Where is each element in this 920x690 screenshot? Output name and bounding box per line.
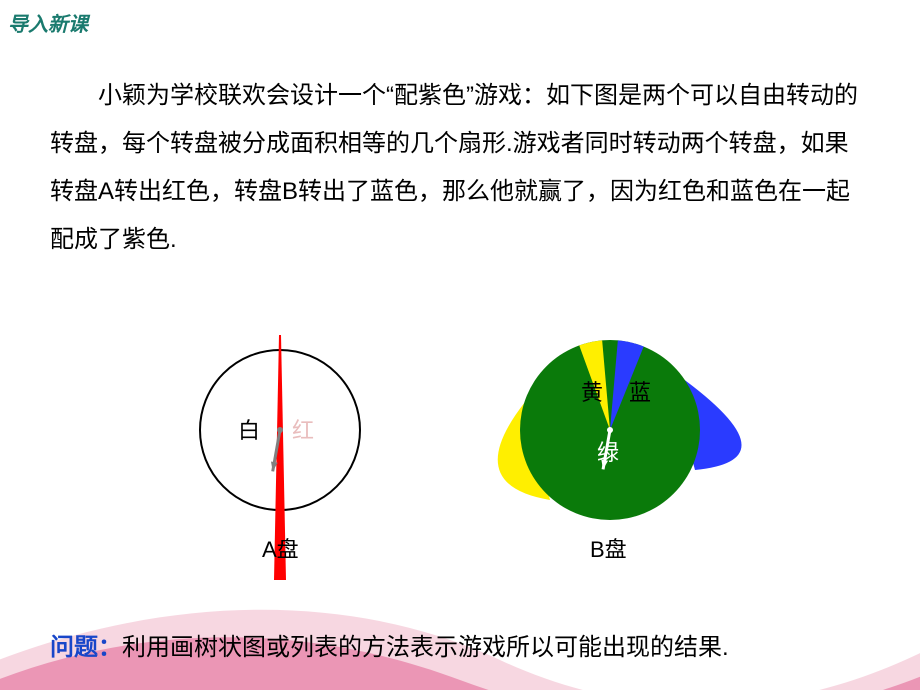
svg-text:蓝: 蓝 — [629, 380, 651, 405]
question-line: 问题：利用画树状图或列表的方法表示游戏所以可能出现的结果. — [50, 627, 729, 662]
disk-b-caption: B盘 — [590, 532, 627, 564]
question-text: 利用画树状图或列表的方法表示游戏所以可能出现的结果. — [122, 634, 729, 661]
question-label: 问题： — [50, 634, 122, 661]
diagram-area: 白红 黄蓝绿 A盘 B盘 — [0, 320, 920, 600]
disk-b-svg: 黄蓝绿 — [0, 320, 920, 600]
intro-paragraph: 小颖为学校联欢会设计一个“配紫色”游戏：如下图是两个可以自由转动的转盘，每个转盘… — [50, 72, 870, 264]
disk-a-caption: A盘 — [262, 532, 299, 564]
svg-text:黄: 黄 — [581, 380, 603, 405]
section-header: 导入新课 — [8, 8, 88, 37]
